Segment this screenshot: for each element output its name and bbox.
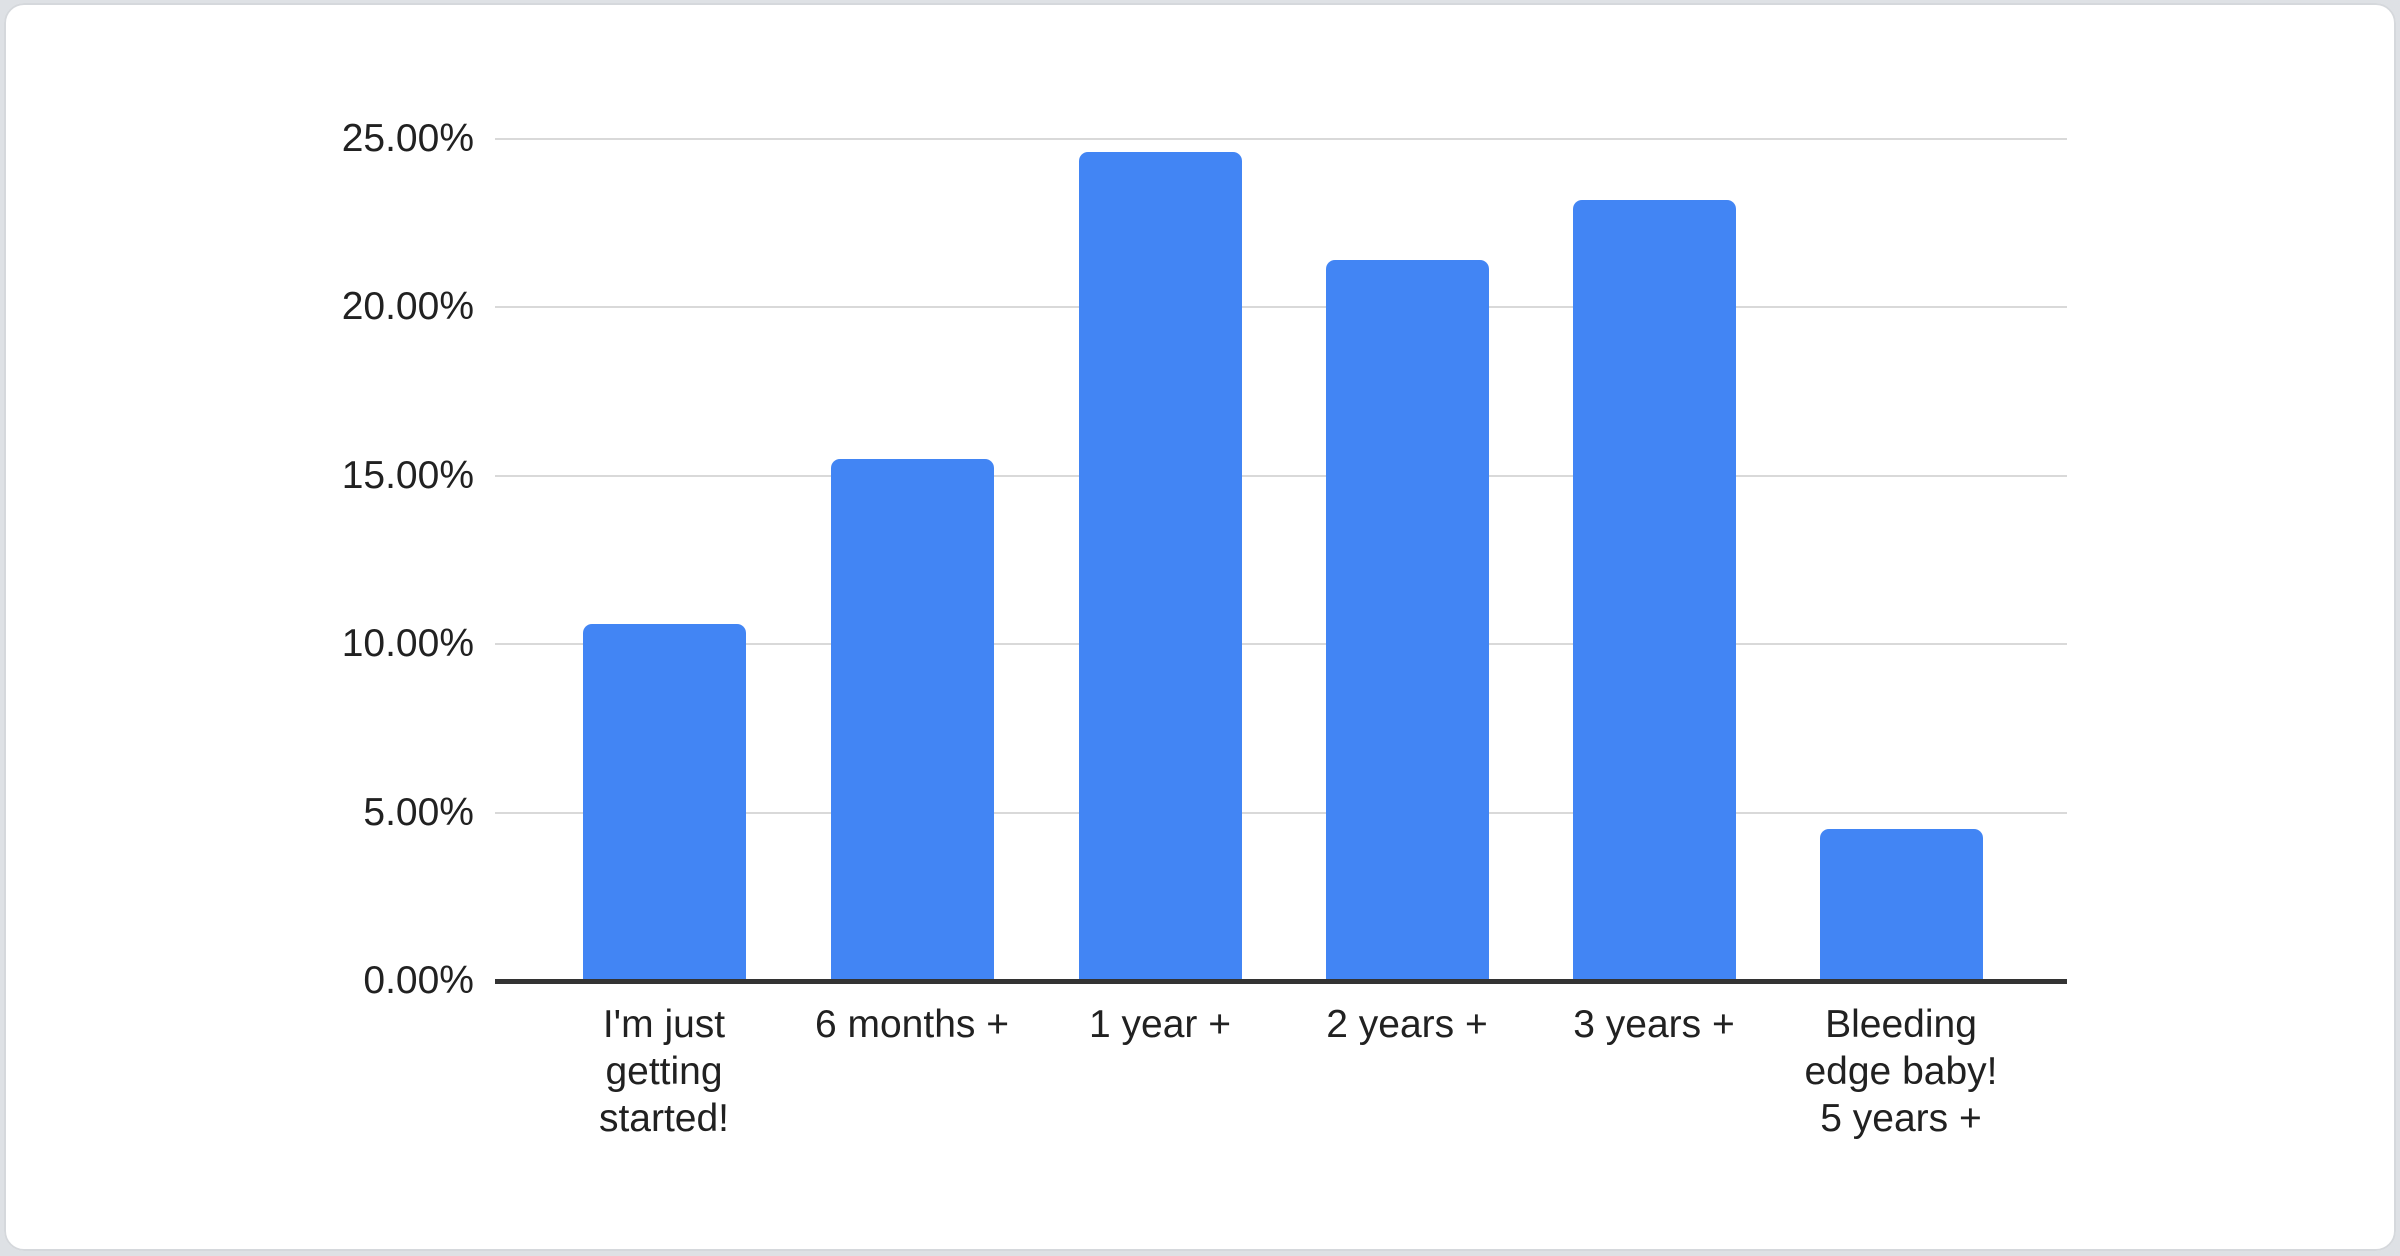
bar-1-year[interactable]	[1079, 152, 1242, 981]
x-category-label-line: 5 years +	[1820, 1097, 1982, 1140]
y-tick-label: 10.00%	[341, 622, 474, 665]
x-category-label-line: 1 year +	[1088, 1003, 1231, 1046]
gridline-15.00%	[495, 475, 2067, 477]
y-tick-label: 25.00%	[341, 117, 474, 160]
x-category-label: 2 years +	[1237, 1001, 1577, 1048]
x-category-label: 6 months +	[742, 1001, 1082, 1048]
x-category-label-line: 3 years +	[1573, 1003, 1735, 1046]
x-category-label-line: Bleeding	[1825, 1003, 1977, 1046]
x-category-label-line: started!	[598, 1097, 730, 1140]
x-category-label: I'm just getting started!	[494, 1001, 834, 1142]
x-category-label-line: 2 years +	[1326, 1003, 1488, 1046]
x-category-label-line: getting	[605, 1050, 723, 1093]
y-tick-label: 20.00%	[341, 285, 474, 328]
x-category-label: 1 year +	[990, 1001, 1330, 1048]
y-tick-label: 0.00%	[363, 959, 474, 1002]
y-tick-label: 15.00%	[341, 454, 474, 497]
gridline-25.00%	[495, 138, 2067, 140]
x-axis-line	[495, 979, 2067, 984]
gridline-10.00%	[495, 643, 2067, 645]
chart-card: 25.00% 20.00% 15.00% 10.00% 5.00% 0.00% I'm j…	[4, 3, 2396, 1251]
x-category-label-line: I'm just	[602, 1003, 726, 1046]
bar-6-months[interactable]	[831, 459, 994, 981]
y-tick-label: 5.00%	[363, 791, 474, 834]
gridline-5.00%	[495, 812, 2067, 814]
x-category-label: 3 years +	[1484, 1001, 1824, 1048]
bar-2-years[interactable]	[1326, 260, 1489, 981]
bar-bleeding-edge-baby-5-years[interactable]	[1820, 829, 1983, 981]
x-category-label: Bleeding edge baby! 5 years +	[1731, 1001, 2071, 1142]
bar-3-years[interactable]	[1573, 200, 1736, 981]
bar-i-m-just-getting-started[interactable]	[583, 624, 746, 981]
x-category-label-line: edge baby!	[1804, 1050, 1998, 1093]
gridline-20.00%	[495, 306, 2067, 308]
x-category-label-line: 6 months +	[814, 1003, 1010, 1046]
